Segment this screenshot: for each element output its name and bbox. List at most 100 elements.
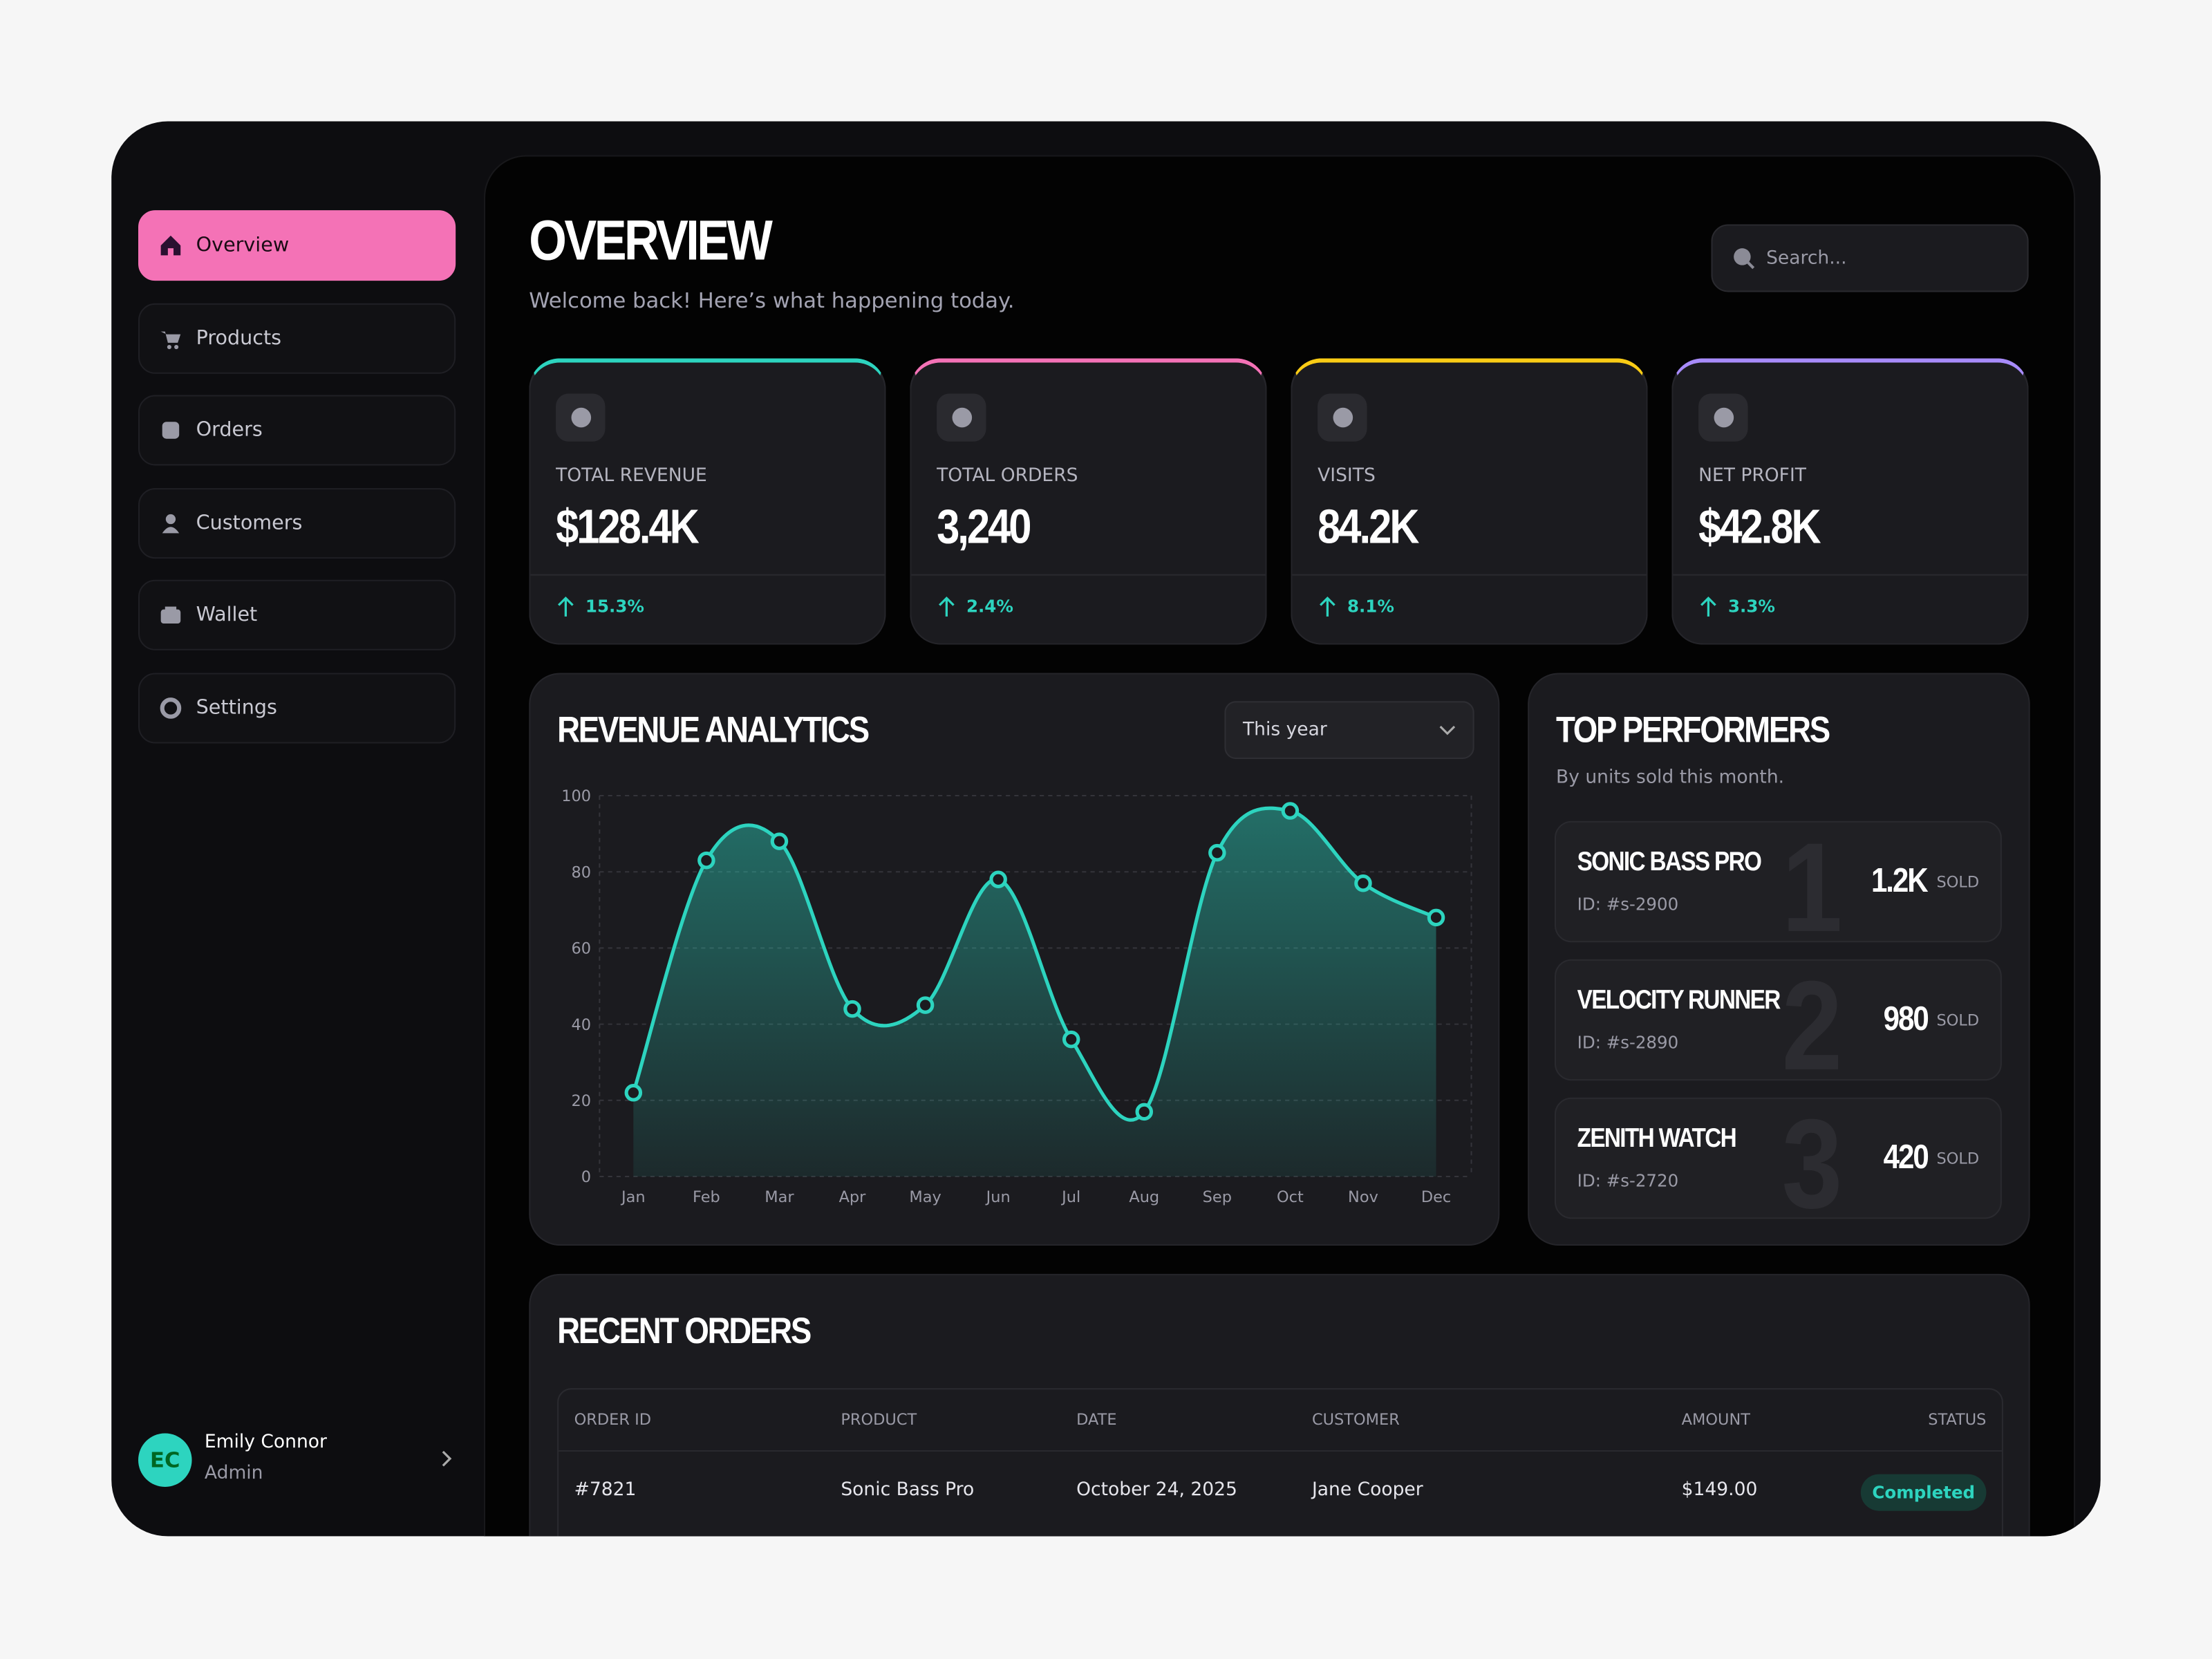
header-divider	[559, 1450, 2002, 1452]
y-tick-label: 60	[572, 940, 592, 958]
data-point	[1354, 874, 1372, 892]
kpi-label: TOTAL ORDERS	[937, 465, 1078, 487]
nav-item[interactable]: Settings	[138, 673, 456, 744]
chart: 0 20 40 60 80 100 Jan Feb Mar Apr May Jun Jul Aug Sep O…	[561, 787, 1472, 1206]
nav-label: Settings	[196, 697, 277, 720]
performer-unit: SOLD	[1936, 873, 1980, 892]
performer-rank: 2	[1781, 959, 1843, 1081]
performer-id: ID: #s-2720	[1577, 1170, 1679, 1191]
performer-rank: 3	[1781, 1097, 1843, 1219]
arrow-up	[1320, 596, 1335, 617]
nav-label: Customers	[196, 512, 303, 535]
kpi-icon	[937, 393, 986, 442]
nav-item[interactable]: Overview	[138, 210, 456, 281]
data-point	[1427, 908, 1445, 927]
main-panel: Overview Welcome back! Here’s what happe…	[483, 155, 2076, 1537]
performer-sold: 420	[1882, 1138, 1929, 1177]
line	[631, 806, 1437, 1122]
column-header: ORDER ID	[574, 1410, 651, 1430]
chart-title: Revenue Analytics	[557, 708, 870, 751]
nav-label: Orders	[196, 419, 263, 442]
performer-card: 1 Sonic Bass Pro ID: #s-2900 1.2K SOLD	[1554, 821, 2002, 943]
kpi-change: 3.3%	[1727, 597, 1775, 617]
nav-item[interactable]: Products	[138, 302, 456, 373]
column-header: CUSTOMER	[1311, 1410, 1400, 1430]
x-tick-label: Dec	[1421, 1188, 1451, 1206]
kpi-card: TOTAL REVENUE $128.4K 15.3%	[529, 358, 886, 645]
kpi-arrow	[937, 595, 957, 618]
nav-label: Overview	[196, 234, 290, 257]
kpi-card: VISITS 84.2K 8.1%	[1291, 358, 1648, 645]
cell: #7821	[574, 1479, 637, 1501]
arrow-up	[939, 596, 955, 617]
kpi-divider	[530, 574, 885, 576]
data-point	[1281, 802, 1300, 820]
kpi-label: TOTAL REVENUE	[556, 465, 707, 487]
cell: $149.00	[1681, 1479, 1758, 1501]
search-placeholder: Search...	[1766, 247, 1847, 269]
icon	[160, 697, 182, 719]
app-frame: Overview Products Orders Customers Wallet Set…	[111, 121, 2101, 1537]
chevron-right[interactable]	[439, 1449, 456, 1469]
column-header: PRODUCT	[841, 1410, 917, 1430]
x-tick-label: Mar	[765, 1188, 794, 1206]
search-icon	[1734, 248, 1755, 270]
performer-sold: 980	[1882, 1000, 1929, 1039]
data-point	[697, 851, 715, 870]
performer-unit: SOLD	[1936, 1011, 1980, 1030]
x-tick-label: Aug	[1129, 1188, 1159, 1206]
kpi-label: VISITS	[1318, 465, 1376, 487]
recent-orders-card: Recent Orders ORDER ID PRODUCT DATE CUSTOME…	[529, 1273, 2030, 1537]
kpi-icon	[556, 393, 606, 442]
x-tick-label: Sep	[1203, 1188, 1232, 1206]
performer-name: Sonic Bass Pro	[1577, 847, 1762, 878]
data-point	[770, 832, 789, 850]
kpi-value: $42.8K	[1698, 500, 1821, 555]
icon	[162, 514, 180, 534]
icon	[1332, 407, 1353, 428]
chart-card: Revenue Analytics This year 0 20 40 60 80 100…	[529, 673, 1500, 1246]
kpi-change: 8.1%	[1347, 597, 1394, 617]
icon	[1713, 407, 1734, 428]
x-tick-label: Feb	[693, 1188, 720, 1206]
column-header: STATUS	[1928, 1410, 1987, 1430]
x-tick-label: Jan	[620, 1188, 646, 1206]
cell: October 24, 2025	[1076, 1479, 1237, 1501]
nav-label: Products	[196, 326, 282, 350]
icon	[160, 607, 181, 624]
kpi-change: 15.3%	[585, 597, 644, 617]
kpi-icon	[1318, 393, 1367, 442]
nav-item[interactable]: Orders	[138, 395, 456, 466]
top-performers-card: Top Performers By units sold this month.…	[1528, 673, 2030, 1246]
performer-card: 2 Velocity Runner ID: #s-2890 980 SOLD	[1554, 959, 2002, 1081]
x-tick-label: May	[909, 1188, 941, 1206]
cell: Jane Cooper	[1311, 1479, 1423, 1501]
performer-id: ID: #s-2890	[1577, 1032, 1679, 1053]
column-header: DATE	[1076, 1410, 1117, 1430]
arrow-up	[558, 596, 574, 617]
data-point	[1208, 843, 1226, 862]
sidebar: Overview Products Orders Customers Wallet Set…	[111, 122, 484, 1537]
performers-title: Top Performers	[1556, 708, 1830, 751]
avatar[interactable]: EC	[138, 1433, 192, 1488]
kpi-divider	[1673, 574, 2027, 576]
icon	[162, 422, 180, 440]
performer-sold: 1.2K	[1871, 861, 1929, 901]
x-tick-label: Jul	[1060, 1188, 1080, 1206]
nav-item[interactable]: Wallet	[138, 580, 456, 651]
arrow-up	[1700, 596, 1716, 617]
user-role: Admin	[204, 1463, 263, 1484]
icon	[160, 235, 181, 256]
cell: Sonic Bass Pro	[841, 1479, 975, 1501]
orders-table: ORDER ID PRODUCT DATE CUSTOMER AMOUNT STATUS #…	[557, 1388, 2003, 1537]
nav-item[interactable]: Customers	[138, 487, 456, 559]
user-name: Emily Connor	[204, 1432, 327, 1454]
kpi-value: 3,240	[937, 500, 1031, 555]
period-dropdown[interactable]: This year	[1224, 701, 1474, 759]
page-title: Overview	[529, 210, 773, 272]
data-point	[989, 870, 1007, 888]
search-box[interactable]: Search...	[1711, 224, 2029, 292]
column-header: AMOUNT	[1681, 1410, 1750, 1430]
